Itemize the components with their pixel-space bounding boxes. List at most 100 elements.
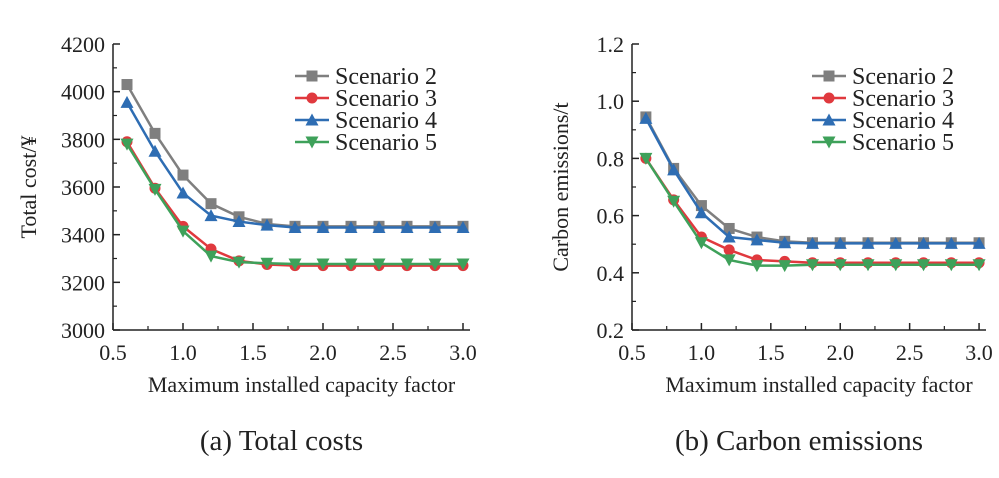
y-axis-label: Carbon emissions/t	[548, 102, 573, 271]
x-tick-label: 2.5	[379, 340, 407, 365]
data-point	[400, 221, 414, 234]
y-tick-label: 3000	[61, 318, 105, 343]
y-tick-label: 0.6	[597, 204, 625, 229]
legend-marker	[305, 113, 319, 126]
data-point	[316, 221, 330, 234]
data-point	[722, 230, 736, 243]
data-point	[639, 152, 653, 165]
data-point	[694, 237, 708, 250]
legend-label: Scenario 2	[852, 64, 954, 90]
data-point	[778, 260, 792, 273]
data-point	[204, 209, 218, 222]
legend-marker	[822, 136, 836, 149]
chart-panel-b: 0.5 1.0 1.5 2.0 2.5 3.0 0.2 0.4 0.6 0.8 1.0 1.2 Maxi…	[548, 32, 993, 457]
series-scenario-3	[640, 152, 985, 269]
y-axis-label: Total cost/¥	[16, 136, 41, 239]
data-point	[833, 259, 847, 272]
y-tick-label: 1.2	[597, 32, 625, 57]
y-tick-label: 3800	[61, 127, 105, 152]
legend-label: Scenario 4	[852, 108, 954, 134]
data-point	[260, 218, 274, 231]
x-axis-label: Maximum installed capacity factor	[665, 372, 973, 397]
legend-label: Scenario 5	[335, 130, 437, 156]
data-point	[205, 198, 217, 210]
series-scenario-3	[121, 136, 469, 272]
data-point	[176, 186, 190, 199]
data-point	[121, 79, 133, 91]
data-point	[805, 259, 819, 272]
data-point	[944, 259, 958, 272]
data-point	[833, 236, 847, 249]
panel-caption: (b) Carbon emissions	[675, 425, 923, 457]
legend-marker	[306, 70, 318, 82]
series-line	[125, 143, 463, 266]
data-point	[639, 111, 653, 124]
legend-marker	[823, 70, 835, 82]
data-point	[288, 258, 302, 271]
x-tick-label: 1.5	[239, 340, 267, 365]
data-point	[917, 259, 931, 272]
data-point	[667, 195, 681, 208]
series-line	[125, 141, 463, 267]
data-point	[889, 236, 903, 249]
data-point	[695, 200, 707, 212]
data-point	[778, 236, 792, 249]
data-point	[288, 221, 302, 234]
data-point	[428, 258, 442, 271]
data-point	[722, 254, 736, 267]
data-point	[177, 169, 189, 181]
x-tick-label: 1.5	[757, 340, 785, 365]
data-point	[372, 258, 386, 271]
data-point	[344, 221, 358, 234]
data-point	[456, 221, 470, 234]
data-point	[667, 163, 681, 176]
data-point	[723, 222, 735, 234]
data-point	[944, 236, 958, 249]
x-tick-label: 1.0	[688, 340, 716, 365]
data-point	[372, 221, 386, 234]
data-point	[750, 260, 764, 273]
data-point	[232, 215, 246, 228]
y-tick-label: 3200	[61, 270, 105, 295]
x-tick-label: 3.0	[965, 340, 993, 365]
y-tick-label: 1.0	[597, 89, 625, 114]
legend-marker	[823, 92, 835, 104]
legend-label: Scenario 5	[852, 130, 954, 156]
chart-panel-a: 0.5 1.0 1.5 2.0 2.5 3.0 3000 3200 3400 3600 3800 40…	[16, 32, 477, 457]
x-tick-label: 0.5	[618, 340, 646, 365]
data-point	[204, 250, 218, 263]
legend-label: Scenario 3	[335, 86, 437, 112]
y-tick-label: 4200	[61, 32, 105, 57]
legend-marker	[306, 92, 318, 104]
data-point	[861, 236, 875, 249]
x-tick-label: 2.0	[309, 340, 337, 365]
data-point	[149, 127, 161, 139]
series-scenario-5	[639, 152, 986, 273]
x-tick-label: 1.0	[169, 340, 197, 365]
series-line	[644, 157, 980, 267]
y-tick-label: 0.2	[597, 318, 625, 343]
legend-marker	[822, 113, 836, 126]
data-point	[889, 259, 903, 272]
y-tick-label: 3400	[61, 223, 105, 248]
data-point	[694, 206, 708, 219]
series-scenario-5	[120, 138, 470, 271]
x-tick-label: 3.0	[449, 340, 477, 365]
x-axis-label: Maximum installed capacity factor	[148, 372, 456, 397]
data-point	[260, 257, 274, 270]
y-tick-label: 0.8	[597, 146, 625, 171]
y-tick-label: 0.4	[597, 261, 625, 286]
legend-label: Scenario 2	[335, 64, 437, 90]
data-point	[456, 258, 470, 271]
data-point	[148, 183, 162, 196]
series-scenario-4	[120, 95, 470, 234]
x-tick-label: 0.5	[99, 340, 127, 365]
panel-caption: (a) Total costs	[200, 425, 363, 457]
data-point	[861, 259, 875, 272]
data-point	[917, 236, 931, 249]
data-point	[428, 221, 442, 234]
series-scenario-4	[639, 111, 986, 249]
